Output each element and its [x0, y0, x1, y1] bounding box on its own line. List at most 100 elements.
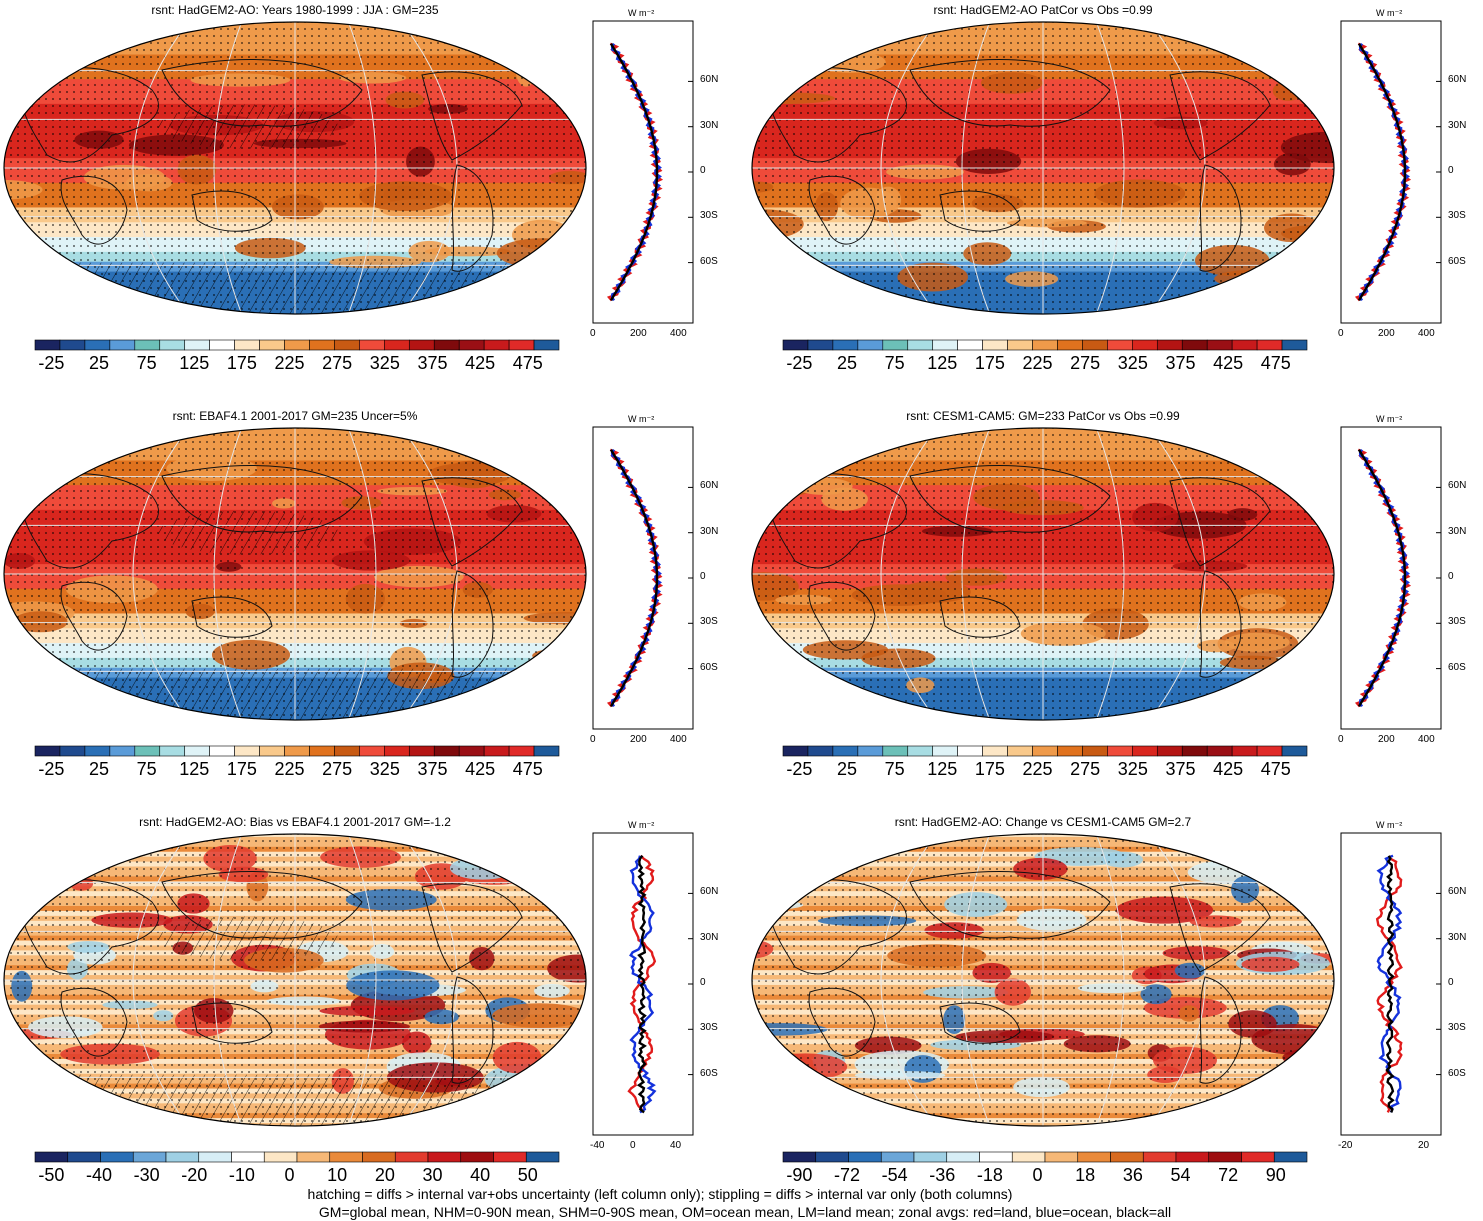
zonal-lat-label: 60S: [1448, 661, 1466, 673]
colorbar-label: -20: [181, 1165, 208, 1185]
colorbar-swatch: [525, 1151, 560, 1163]
colorbar-swatch: [34, 745, 61, 757]
zonal-lat-label: 60N: [1448, 480, 1467, 492]
robinson-map: [3, 833, 587, 1127]
colorbar-swatch: [284, 745, 310, 757]
colorbar-label: 475: [1260, 353, 1291, 373]
colorbar-swatch: [408, 745, 435, 757]
colorbar: [34, 339, 560, 351]
colorbar-swatch: [782, 745, 809, 757]
colorbar-swatch: [234, 339, 260, 351]
colorbar-swatch: [1156, 745, 1183, 757]
colorbar-swatch: [857, 745, 884, 757]
colorbar: [34, 1151, 560, 1163]
colorbar-label: -72: [834, 1165, 861, 1185]
coastlines: [20, 871, 523, 1084]
colorbar-swatch: [334, 745, 360, 757]
zonal-frame: [592, 20, 694, 324]
colorbar-label: 25: [837, 353, 858, 373]
colorbar-swatch: [159, 339, 186, 351]
colorbar-swatch: [907, 339, 934, 351]
zonal-x-tick: 0: [590, 734, 596, 745]
zonal-unit: W m⁻²: [1376, 820, 1403, 830]
hatching: [158, 916, 339, 961]
colorbar-label: 30: [422, 1165, 443, 1185]
zonal-unit: W m⁻²: [628, 414, 655, 424]
colorbar-label: 25: [89, 759, 110, 779]
colorbar-label: 275: [322, 353, 353, 373]
zonal-x-tick: 20: [1418, 1140, 1430, 1151]
colorbar-swatch: [231, 1151, 265, 1163]
colorbar: [782, 339, 1308, 351]
field-patch: [544, 668, 571, 683]
colorbar-label: -25: [786, 759, 813, 779]
colorbar-swatch: [1156, 339, 1183, 351]
colorbar-swatch: [394, 1151, 429, 1163]
zonal-x-tick: 200: [630, 328, 647, 339]
colorbar-swatch: [1281, 745, 1308, 757]
colorbar-swatch: [209, 339, 235, 351]
field-patch: [752, 881, 795, 891]
colorbar-swatch: [882, 339, 909, 351]
zonal-lat-label: 30N: [700, 525, 719, 537]
colorbar-swatch: [907, 745, 934, 757]
colorbar-swatch: [1206, 339, 1233, 351]
colorbar-label: 125: [179, 759, 210, 779]
panel-p1: rsnt: HadGEM2-AO: Years 1980-1999 : JJA …: [0, 0, 735, 400]
colorbar-swatch: [946, 1151, 980, 1163]
colorbar-label: 325: [369, 353, 400, 373]
colorbar-swatch: [134, 745, 161, 757]
colorbar: [782, 745, 1308, 757]
colorbar-label: 275: [1070, 353, 1101, 373]
field-patch: [1314, 899, 1334, 931]
colorbar-label: -90: [786, 1165, 813, 1185]
map-field: [752, 22, 1334, 314]
zonal-lat-label: 60S: [1448, 255, 1466, 267]
zonal-lat-label: 30S: [1448, 616, 1466, 628]
colorbar-label: 475: [512, 353, 543, 373]
colorbar-label: -25: [786, 353, 813, 373]
colorbar-swatch: [1057, 745, 1083, 757]
colorbar-label: 425: [465, 759, 496, 779]
colorbar-swatch: [384, 339, 410, 351]
robinson-map: [751, 21, 1335, 315]
colorbar: [34, 745, 560, 757]
colorbar-label: 225: [1022, 759, 1053, 779]
panel-title: rsnt: EBAF4.1 2001-2017 GM=235 Uncer=5%: [172, 409, 418, 423]
colorbar-label: 75: [136, 353, 157, 373]
colorbar-label: 0: [284, 1165, 295, 1185]
colorbar-swatch: [982, 339, 1008, 351]
colorbar-label: 225: [274, 759, 305, 779]
zonal-lat-label: 0: [1448, 571, 1454, 582]
zonal-x-tick: 0: [1338, 328, 1344, 339]
field-patch: [752, 675, 793, 695]
panel-p3: rsnt: EBAF4.1 2001-2017 GM=235 Uncer=5% -…: [0, 406, 735, 806]
colorbar-swatch: [1181, 339, 1208, 351]
zonal-lat-label: 0: [1448, 977, 1454, 988]
colorbar-swatch: [309, 745, 335, 757]
zonal-lat-label: 30N: [1448, 931, 1467, 943]
colorbar-swatch: [1231, 339, 1258, 351]
colorbar-swatch: [362, 1151, 396, 1163]
zonal-lat-label: 30N: [700, 931, 719, 943]
colorbar-swatch: [259, 339, 285, 351]
field-patch: [535, 886, 586, 898]
zonal-mean-plot: [592, 426, 694, 730]
colorbar-label: 175: [974, 353, 1005, 373]
colorbar-label: 125: [927, 759, 958, 779]
map-frame: [751, 833, 1335, 1127]
colorbar-label: 20: [374, 1165, 395, 1185]
colorbar-swatch: [134, 339, 161, 351]
colorbar-label: 90: [1265, 1165, 1286, 1185]
colorbar-label: 40: [470, 1165, 491, 1185]
field-patch: [536, 861, 570, 879]
colorbar-swatch: [184, 339, 210, 351]
colorbar-swatch: [1011, 1151, 1046, 1163]
colorbar-label: 72: [1218, 1165, 1239, 1185]
zonal-lat-label: 60S: [700, 255, 718, 267]
all-zonal-line: [1357, 449, 1407, 708]
colorbar-swatch: [508, 745, 535, 757]
colorbar-swatch: [234, 745, 260, 757]
colorbar-label: 225: [1022, 353, 1053, 373]
colorbar-swatch: [932, 339, 958, 351]
